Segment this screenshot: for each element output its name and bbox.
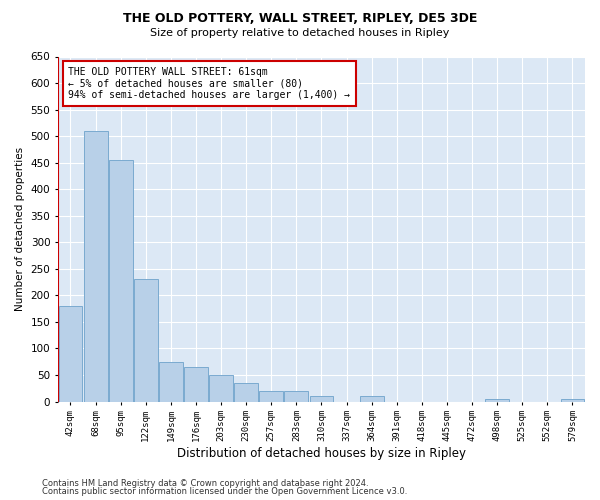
Bar [134, 280, 158, 402]
X-axis label: Distribution of detached houses by size in Ripley: Distribution of detached houses by size … [177, 447, 466, 460]
Bar [560, 399, 584, 402]
Text: Contains public sector information licensed under the Open Government Licence v3: Contains public sector information licen… [42, 487, 407, 496]
Bar [184, 367, 208, 402]
Bar [109, 160, 133, 402]
Bar [59, 306, 82, 402]
Bar [83, 131, 107, 402]
Bar [310, 396, 334, 402]
Text: Contains HM Land Registry data © Crown copyright and database right 2024.: Contains HM Land Registry data © Crown c… [42, 478, 368, 488]
Bar [360, 396, 383, 402]
Text: THE OLD POTTERY WALL STREET: 61sqm
← 5% of detached houses are smaller (80)
94% : THE OLD POTTERY WALL STREET: 61sqm ← 5% … [68, 67, 350, 100]
Bar [209, 375, 233, 402]
Bar [234, 383, 258, 402]
Bar [159, 362, 183, 402]
Bar [259, 391, 283, 402]
Y-axis label: Number of detached properties: Number of detached properties [15, 147, 25, 311]
Bar [485, 399, 509, 402]
Text: Size of property relative to detached houses in Ripley: Size of property relative to detached ho… [151, 28, 449, 38]
Bar [284, 391, 308, 402]
Text: THE OLD POTTERY, WALL STREET, RIPLEY, DE5 3DE: THE OLD POTTERY, WALL STREET, RIPLEY, DE… [123, 12, 477, 26]
